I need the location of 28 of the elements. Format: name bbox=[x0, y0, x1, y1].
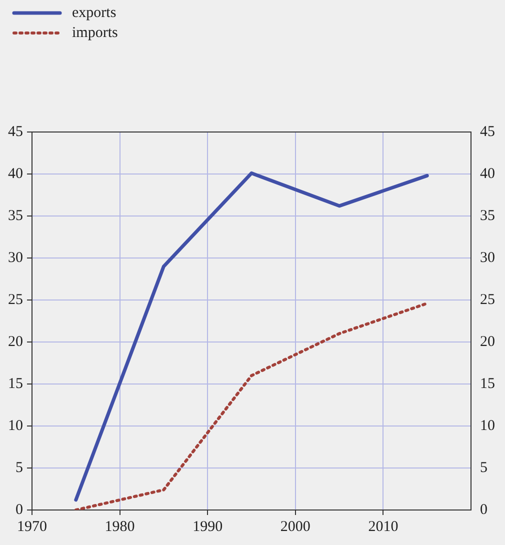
x-tick-label: 2010 bbox=[368, 518, 398, 535]
y-tick-label: 40 bbox=[8, 166, 23, 182]
y2-tick-label: 40 bbox=[480, 166, 495, 182]
y-tick-label: 5 bbox=[16, 460, 23, 476]
y-tick-label: 25 bbox=[8, 292, 23, 308]
legend-label: exports bbox=[72, 4, 116, 21]
y-tick-label: 35 bbox=[8, 208, 23, 224]
y-tick-label: 20 bbox=[8, 334, 23, 350]
legend-label: imports bbox=[72, 24, 118, 41]
y2-tick-label: 5 bbox=[480, 460, 488, 476]
y2-tick-label: 30 bbox=[480, 250, 495, 266]
y2-tick-label: 15 bbox=[480, 376, 495, 392]
y2-tick-label: 25 bbox=[480, 292, 495, 308]
y-tick-label: 0 bbox=[16, 502, 23, 518]
y2-tick-label: 10 bbox=[480, 418, 495, 434]
y-tick-label: 10 bbox=[8, 418, 23, 434]
y-tick-label: 15 bbox=[8, 376, 23, 392]
y2-tick-label: 45 bbox=[480, 124, 495, 140]
x-tick-label: 1990 bbox=[192, 518, 223, 535]
y2-tick-label: 35 bbox=[480, 208, 495, 224]
y-tick-label: 30 bbox=[8, 250, 23, 266]
x-tick-label: 1980 bbox=[104, 518, 135, 535]
y-tick-label: 45 bbox=[8, 124, 23, 140]
x-tick-label: 2000 bbox=[280, 518, 310, 535]
y2-tick-label: 20 bbox=[480, 334, 495, 350]
y2-tick-label: 0 bbox=[480, 502, 488, 518]
x-tick-label: 1970 bbox=[17, 518, 47, 535]
line-series bbox=[74, 302, 429, 510]
